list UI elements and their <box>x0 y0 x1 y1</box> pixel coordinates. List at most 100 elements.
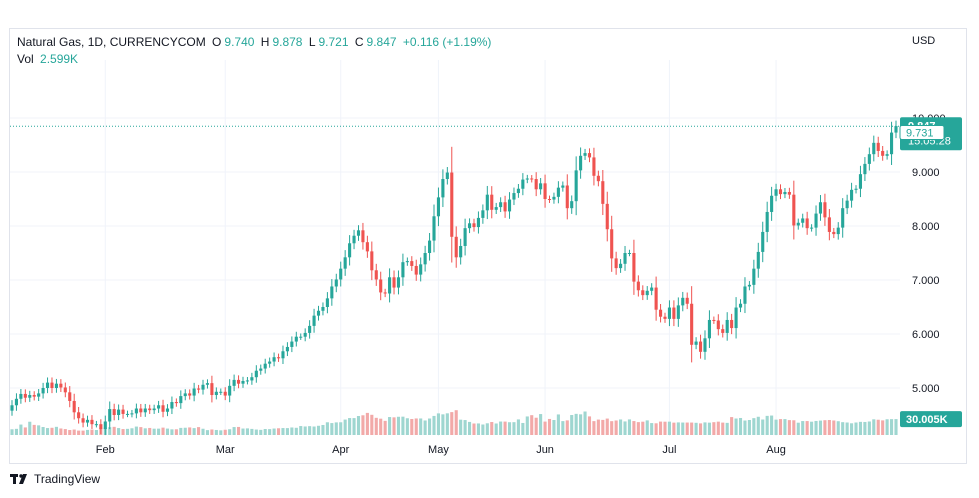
candle[interactable] <box>112 409 116 415</box>
candle[interactable] <box>170 402 174 409</box>
candle[interactable] <box>481 210 485 218</box>
candle[interactable] <box>183 393 187 397</box>
candle[interactable] <box>681 297 685 306</box>
candle[interactable] <box>210 383 214 396</box>
candle[interactable] <box>401 262 405 278</box>
candle[interactable] <box>223 391 227 396</box>
candle[interactable] <box>50 382 54 388</box>
candle[interactable] <box>290 341 294 347</box>
candle[interactable] <box>432 216 436 241</box>
candle[interactable] <box>45 382 50 388</box>
candle[interactable] <box>245 380 249 382</box>
candle[interactable] <box>330 286 334 299</box>
candle[interactable] <box>352 235 356 244</box>
candle[interactable] <box>459 245 463 258</box>
candle[interactable] <box>63 387 67 393</box>
candle[interactable] <box>405 261 409 263</box>
candle[interactable] <box>787 191 791 195</box>
candle[interactable] <box>650 287 654 291</box>
candle[interactable] <box>396 277 401 288</box>
candle[interactable] <box>592 157 596 176</box>
candle[interactable] <box>276 357 281 359</box>
candle[interactable] <box>685 297 689 304</box>
candle[interactable] <box>730 319 734 329</box>
candle[interactable] <box>654 287 658 310</box>
candle[interactable] <box>659 309 663 317</box>
candle[interactable] <box>703 338 707 352</box>
candle[interactable] <box>721 329 725 333</box>
candle[interactable] <box>103 421 107 430</box>
candle[interactable] <box>676 305 680 319</box>
candle[interactable] <box>667 307 672 319</box>
candle[interactable] <box>343 257 347 269</box>
candle[interactable] <box>463 228 467 246</box>
candle[interactable] <box>516 188 520 194</box>
candle[interactable] <box>388 277 392 294</box>
candle[interactable] <box>454 236 458 258</box>
candle[interactable] <box>263 363 267 369</box>
candle[interactable] <box>752 268 756 285</box>
candle[interactable] <box>823 202 827 218</box>
candle[interactable] <box>299 336 303 338</box>
candle[interactable] <box>188 393 192 396</box>
candle[interactable] <box>801 218 805 223</box>
candle[interactable] <box>738 303 743 308</box>
candle[interactable] <box>148 408 152 411</box>
candle[interactable] <box>583 153 587 156</box>
candle[interactable] <box>268 361 272 364</box>
candle[interactable] <box>770 195 774 212</box>
candle[interactable] <box>881 150 885 156</box>
candle[interactable] <box>507 199 512 212</box>
candle[interactable] <box>614 258 618 269</box>
candle[interactable] <box>250 377 254 381</box>
candle[interactable] <box>348 243 352 258</box>
candle[interactable] <box>85 419 90 423</box>
candle[interactable] <box>783 191 787 195</box>
candle[interactable] <box>872 142 876 155</box>
candle[interactable] <box>716 320 720 330</box>
candle[interactable] <box>10 405 14 411</box>
candle[interactable] <box>334 279 338 287</box>
candle[interactable] <box>707 319 711 339</box>
candle[interactable] <box>619 263 623 269</box>
candle[interactable] <box>490 194 494 210</box>
candle[interactable] <box>561 185 565 188</box>
candle[interactable] <box>294 336 298 342</box>
candle[interactable] <box>636 281 640 291</box>
candle[interactable] <box>214 391 218 396</box>
candle[interactable] <box>467 223 472 229</box>
candle[interactable] <box>321 307 325 311</box>
candle[interactable] <box>850 189 854 201</box>
candle[interactable] <box>232 379 236 386</box>
candle[interactable] <box>28 395 32 398</box>
candle[interactable] <box>81 418 85 423</box>
candle[interactable] <box>543 183 547 199</box>
candle[interactable] <box>219 391 223 393</box>
candle[interactable] <box>374 270 378 280</box>
candle[interactable] <box>419 264 423 275</box>
candle[interactable] <box>325 298 329 307</box>
candle[interactable] <box>805 218 809 229</box>
candle[interactable] <box>414 265 418 275</box>
candle[interactable] <box>157 405 161 409</box>
candle[interactable] <box>827 217 831 232</box>
symbol-label[interactable]: Natural Gas, 1D, CURRENCYCOM <box>17 35 206 49</box>
candle[interactable] <box>734 307 738 329</box>
candle[interactable] <box>596 175 600 182</box>
candle[interactable] <box>894 126 898 133</box>
candle[interactable] <box>303 332 307 337</box>
candle[interactable] <box>747 284 751 287</box>
candle[interactable] <box>236 379 241 384</box>
candle[interactable] <box>485 194 489 211</box>
candle[interactable] <box>552 196 556 200</box>
candle[interactable] <box>890 132 894 155</box>
candle[interactable] <box>814 213 818 228</box>
candle[interactable] <box>174 402 178 404</box>
candle[interactable] <box>858 174 863 189</box>
candle[interactable] <box>712 319 716 321</box>
candle[interactable] <box>117 409 121 415</box>
candle[interactable] <box>365 242 369 252</box>
candle[interactable] <box>14 398 18 406</box>
candle[interactable] <box>316 310 321 316</box>
candle[interactable] <box>94 424 98 426</box>
